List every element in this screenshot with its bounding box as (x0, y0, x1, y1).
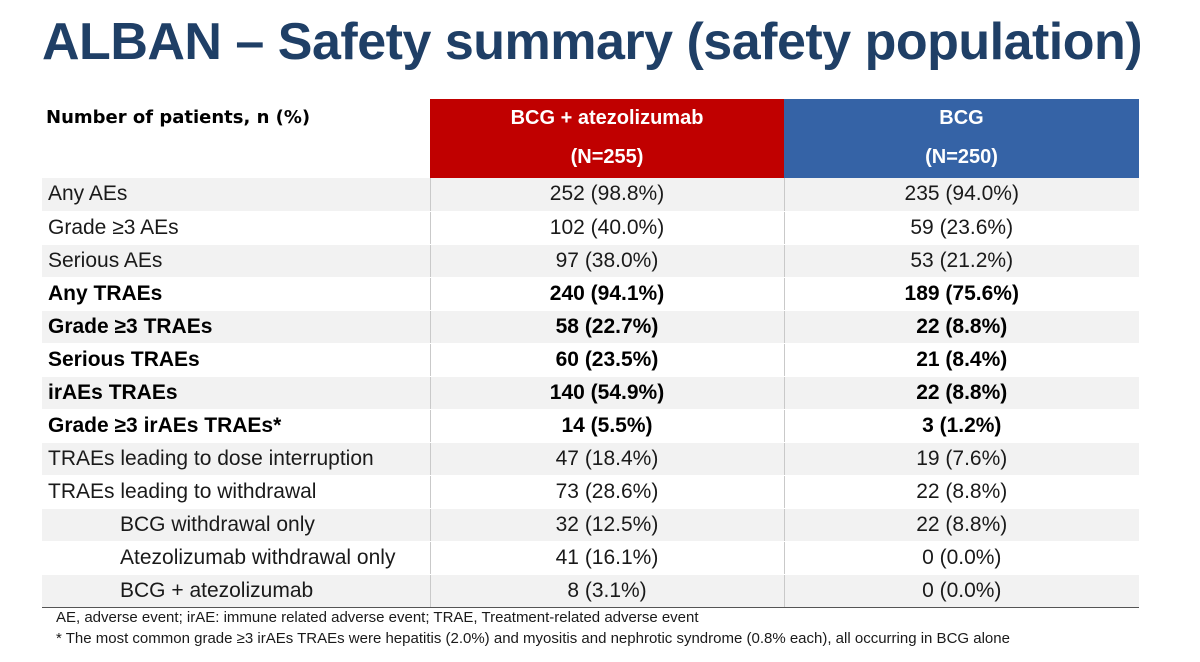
table-row: Grade ≥3 TRAEs 58 (22.7%) 22 (8.8%) (42, 310, 1139, 344)
value-bcg: 22 (8.8%) (783, 508, 1139, 542)
lead-header: Number of patients, n (%) (42, 99, 430, 178)
value-bcg: 53 (21.2%) (783, 244, 1139, 278)
arm-count: (N=250) (925, 146, 998, 168)
footnote-asterisk: * The most common grade ≥3 irAEs TRAEs w… (56, 630, 1010, 647)
arm-header-combo: BCG + atezolizumab (N=255) (430, 99, 784, 178)
value-bcg: 0 (0.0%) (783, 574, 1139, 608)
value-combo: 47 (18.4%) (429, 441, 784, 476)
row-label: Grade ≥3 irAEs TRAEs* (42, 409, 430, 443)
row-label: irAEs TRAEs (42, 375, 430, 410)
value-combo: 73 (28.6%) (429, 475, 784, 509)
table-row: TRAEs leading to dose interruption 47 (18… (42, 441, 1139, 476)
value-combo: 252 (98.8%) (429, 178, 784, 212)
row-label: Grade ≥3 AEs (42, 211, 430, 245)
value-combo: 97 (38.0%) (429, 244, 784, 278)
value-combo: 60 (23.5%) (429, 343, 784, 377)
table-row: Serious AEs 97 (38.0%) 53 (21.2%) (42, 244, 1139, 278)
table-row: Any AEs 252 (98.8%) 235 (94.0%) (42, 178, 1139, 212)
arm-name: BCG (939, 107, 984, 129)
footnote-abbreviations: AE, adverse event; irAE: immune related … (56, 609, 699, 626)
value-bcg: 19 (7.6%) (783, 441, 1139, 476)
table-row: Grade ≥3 AEs 102 (40.0%) 59 (23.6%) (42, 211, 1139, 245)
value-combo: 41 (16.1%) (429, 541, 784, 575)
table-header-row: Number of patients, n (%) BCG + atezoliz… (42, 99, 1139, 178)
row-label: BCG + atezolizumab (42, 574, 430, 608)
row-label: Atezolizumab withdrawal only (42, 541, 430, 575)
value-bcg: 59 (23.6%) (783, 211, 1139, 245)
table-row: BCG withdrawal only 32 (12.5%) 22 (8.8%) (42, 508, 1139, 542)
value-bcg: 21 (8.4%) (783, 343, 1139, 377)
value-bcg: 235 (94.0%) (783, 178, 1139, 212)
value-combo: 58 (22.7%) (429, 310, 784, 344)
arm-name: BCG + atezolizumab (510, 107, 704, 129)
row-label: Serious AEs (42, 244, 430, 278)
row-label: BCG withdrawal only (42, 508, 430, 542)
row-label: Any AEs (42, 178, 430, 212)
arm-header-bcg: BCG (N=250) (784, 99, 1139, 178)
value-combo: 102 (40.0%) (429, 211, 784, 245)
slide-title: ALBAN – Safety summary (safety populatio… (42, 13, 1143, 71)
table-row: Serious TRAEs 60 (23.5%) 21 (8.4%) (42, 343, 1139, 377)
row-label: TRAEs leading to dose interruption (42, 441, 430, 476)
table-row: Grade ≥3 irAEs TRAEs* 14 (5.5%) 3 (1.2%) (42, 409, 1139, 443)
value-bcg: 22 (8.8%) (783, 375, 1139, 410)
value-combo: 240 (94.1%) (429, 276, 784, 311)
row-label: Grade ≥3 TRAEs (42, 310, 430, 344)
row-label: TRAEs leading to withdrawal (42, 475, 430, 509)
table-row: BCG + atezolizumab 8 (3.1%) 0 (0.0%) (42, 574, 1139, 608)
safety-table: Number of patients, n (%) BCG + atezoliz… (42, 99, 1139, 608)
row-label: Serious TRAEs (42, 343, 430, 377)
row-label: Any TRAEs (42, 276, 430, 311)
value-combo: 140 (54.9%) (429, 375, 784, 410)
table-row: TRAEs leading to withdrawal 73 (28.6%) 22 … (42, 475, 1139, 509)
table-row: irAEs TRAEs 140 (54.9%) 22 (8.8%) (42, 375, 1139, 410)
table-row: Atezolizumab withdrawal only 41 (16.1%) 0 … (42, 541, 1139, 575)
value-bcg: 0 (0.0%) (783, 541, 1139, 575)
value-combo: 14 (5.5%) (429, 409, 784, 443)
table-row: Any TRAEs 240 (94.1%) 189 (75.6%) (42, 276, 1139, 311)
value-bcg: 3 (1.2%) (783, 409, 1139, 443)
value-bcg: 22 (8.8%) (783, 310, 1139, 344)
value-combo: 32 (12.5%) (429, 508, 784, 542)
arm-count: (N=255) (570, 146, 644, 168)
value-combo: 8 (3.1%) (429, 574, 784, 608)
value-bcg: 189 (75.6%) (783, 276, 1139, 311)
value-bcg: 22 (8.8%) (783, 475, 1139, 509)
